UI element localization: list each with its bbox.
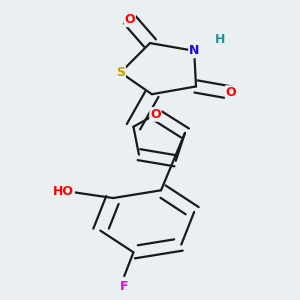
Text: S: S <box>116 66 125 79</box>
Text: O: O <box>150 108 161 121</box>
Text: F: F <box>120 280 128 293</box>
Text: O: O <box>226 86 236 99</box>
Text: N: N <box>189 44 200 57</box>
Text: O: O <box>124 13 135 26</box>
Text: H: H <box>215 34 225 46</box>
Text: HO: HO <box>53 185 74 198</box>
